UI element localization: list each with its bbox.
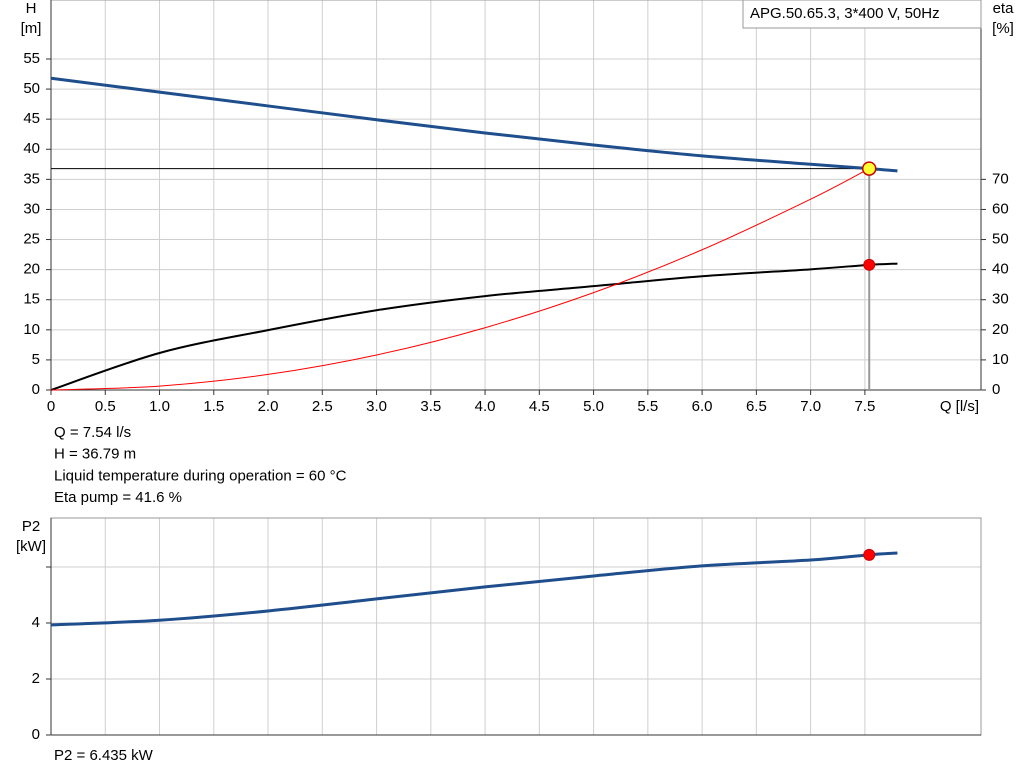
y-axis-unit: [kW] (16, 538, 46, 555)
y2-tick-label: 20 (992, 321, 1009, 338)
y-axis-label: P2 (22, 518, 40, 535)
y-tick-label: 45 (23, 110, 40, 127)
y-tick-label: 0 (32, 726, 40, 743)
y-tick-label: 4 (32, 614, 40, 631)
y2-tick-label: 10 (992, 351, 1009, 368)
curve (50, 76, 898, 173)
annotation: Eta pump = 41.6 % (54, 489, 182, 506)
x-tick-label: 2.5 (312, 398, 333, 415)
y2-tick-label: 40 (992, 261, 1009, 278)
y-tick-label: 40 (23, 140, 40, 157)
x-tick-label: 6.5 (746, 398, 767, 415)
annotation: P2 = 6.435 kW (54, 747, 154, 764)
annotation: H = 36.79 m (54, 446, 136, 463)
annotation: Liquid temperature during operation = 60… (54, 467, 347, 484)
x-tick-label: 3.5 (420, 398, 441, 415)
y-tick-label: 30 (23, 200, 40, 217)
x-tick-label: 0.5 (95, 398, 116, 415)
y-tick-label: 2 (32, 670, 40, 687)
y2-tick-label: 30 (992, 291, 1009, 308)
x-tick-label: 1.0 (149, 398, 170, 415)
x-tick-label: 2.0 (258, 398, 279, 415)
curve (50, 262, 898, 391)
operating-point (861, 161, 877, 176)
x-tick-label: 6.0 (692, 398, 713, 415)
y-axis-label: H (26, 0, 37, 17)
chart-title: APG.50.65.3, 3*400 V, 50Hz (750, 5, 940, 22)
y-tick-label: 50 (23, 80, 40, 97)
x-tick-label: 1.5 (203, 398, 224, 415)
curve (50, 168, 870, 391)
x-tick-label: 4.5 (529, 398, 550, 415)
x-tick-label: 5.0 (583, 398, 604, 415)
x-tick-label: 3.0 (366, 398, 387, 415)
y-axis-unit: [m] (21, 20, 42, 37)
y-tick-label: 15 (23, 291, 40, 308)
y-tick-label: 10 (23, 321, 40, 338)
y-tick-label: 5 (32, 351, 40, 368)
eta-point (863, 258, 876, 271)
y2-tick-label: 50 (992, 231, 1009, 248)
y-tick-label: 55 (23, 50, 40, 67)
y2-axis-label: eta (993, 0, 1015, 17)
y-tick-label: 0 (32, 381, 40, 398)
title-box (742, 0, 982, 29)
y2-axis-unit: [%] (992, 20, 1014, 37)
x-tick-label: 5.5 (637, 398, 658, 415)
y-tick-label: 20 (23, 261, 40, 278)
curve (50, 551, 898, 627)
annotation: Q = 7.54 l/s (54, 424, 131, 441)
y-tick-label: 35 (23, 170, 40, 187)
y-tick-label: 25 (23, 231, 40, 248)
x-axis-label: Q [l/s] (940, 398, 979, 415)
operating-point (863, 548, 876, 561)
x-tick-label: 7.0 (800, 398, 821, 415)
y2-tick-label: 0 (992, 381, 1000, 398)
y2-tick-label: 70 (992, 170, 1009, 187)
x-tick-label: 0 (47, 398, 55, 415)
y2-tick-label: 60 (992, 200, 1009, 217)
x-tick-label: 4.0 (475, 398, 496, 415)
x-tick-label: 7.5 (854, 398, 875, 415)
